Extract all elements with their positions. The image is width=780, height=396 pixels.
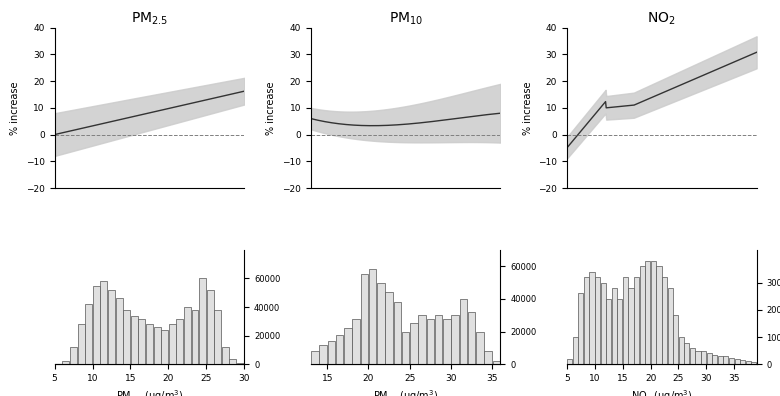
Bar — [696, 351, 700, 364]
Bar — [729, 358, 734, 364]
Bar — [222, 347, 229, 364]
Bar — [673, 315, 679, 364]
Bar — [584, 277, 589, 364]
Bar — [385, 292, 393, 364]
Bar — [78, 324, 85, 364]
Bar — [751, 362, 757, 364]
Bar — [668, 288, 672, 364]
Y-axis label: % increase: % increase — [523, 81, 533, 135]
Bar — [712, 355, 718, 364]
Bar — [740, 360, 745, 364]
Bar — [578, 293, 583, 364]
Bar — [427, 318, 434, 364]
Bar — [184, 307, 191, 364]
Bar — [123, 310, 130, 364]
Bar — [629, 288, 633, 364]
Bar — [651, 261, 656, 364]
Bar — [606, 299, 612, 364]
Bar — [645, 261, 651, 364]
Bar — [623, 277, 628, 364]
Bar — [336, 335, 343, 364]
Bar — [410, 324, 417, 364]
Bar — [684, 343, 690, 364]
Bar — [612, 288, 617, 364]
Bar — [394, 302, 401, 364]
Bar — [701, 351, 706, 364]
Bar — [746, 361, 751, 364]
Title: PM$_{2.5}$: PM$_{2.5}$ — [131, 10, 168, 27]
Bar — [328, 341, 335, 364]
Bar — [402, 331, 410, 364]
Bar — [62, 362, 69, 364]
Bar — [138, 318, 145, 364]
X-axis label: PM$_{2.5}$ (μg/m$^3$): PM$_{2.5}$ (μg/m$^3$) — [115, 388, 183, 396]
Y-axis label: % increase: % increase — [267, 81, 276, 135]
Bar — [360, 274, 368, 364]
Bar — [590, 272, 594, 364]
Bar — [377, 282, 385, 364]
Bar — [146, 324, 153, 364]
Bar — [192, 310, 198, 364]
Title: NO$_2$: NO$_2$ — [647, 10, 676, 27]
Bar — [567, 359, 573, 364]
Bar — [199, 278, 206, 364]
Bar — [476, 331, 484, 364]
Bar — [237, 363, 244, 364]
Bar — [723, 356, 729, 364]
Bar — [207, 290, 214, 364]
Bar — [434, 315, 442, 364]
Bar — [93, 286, 100, 364]
Bar — [215, 310, 222, 364]
Bar — [735, 359, 739, 364]
Bar — [573, 337, 578, 364]
Bar — [617, 299, 622, 364]
Bar — [459, 299, 467, 364]
Bar — [707, 353, 711, 364]
X-axis label: NO$_2$ (μg/m$^3$): NO$_2$ (μg/m$^3$) — [631, 388, 693, 396]
Bar — [657, 266, 661, 364]
Bar — [369, 269, 377, 364]
X-axis label: PM$_{10}$ (μg/m$^3$): PM$_{10}$ (μg/m$^3$) — [373, 388, 438, 396]
Bar — [319, 345, 327, 364]
Bar — [443, 318, 451, 364]
Bar — [70, 347, 77, 364]
Bar — [85, 304, 92, 364]
Bar — [679, 337, 684, 364]
Bar — [108, 290, 115, 364]
Bar — [601, 282, 606, 364]
Bar — [168, 324, 176, 364]
Bar — [492, 361, 500, 364]
Bar — [595, 277, 600, 364]
Title: PM$_{10}$: PM$_{10}$ — [388, 10, 423, 27]
Bar — [690, 348, 695, 364]
Bar — [418, 315, 426, 364]
Bar — [468, 312, 475, 364]
Bar — [176, 318, 183, 364]
Bar — [662, 277, 667, 364]
Bar — [484, 351, 492, 364]
Bar — [353, 318, 360, 364]
Bar — [154, 327, 161, 364]
Bar — [311, 351, 319, 364]
Bar — [131, 316, 138, 364]
Bar — [229, 359, 236, 364]
Bar — [115, 299, 122, 364]
Bar — [344, 328, 352, 364]
Bar — [452, 315, 459, 364]
Y-axis label: % increase: % increase — [10, 81, 20, 135]
Bar — [640, 266, 645, 364]
Bar — [718, 356, 723, 364]
Bar — [161, 330, 168, 364]
Bar — [634, 277, 639, 364]
Bar — [101, 281, 108, 364]
